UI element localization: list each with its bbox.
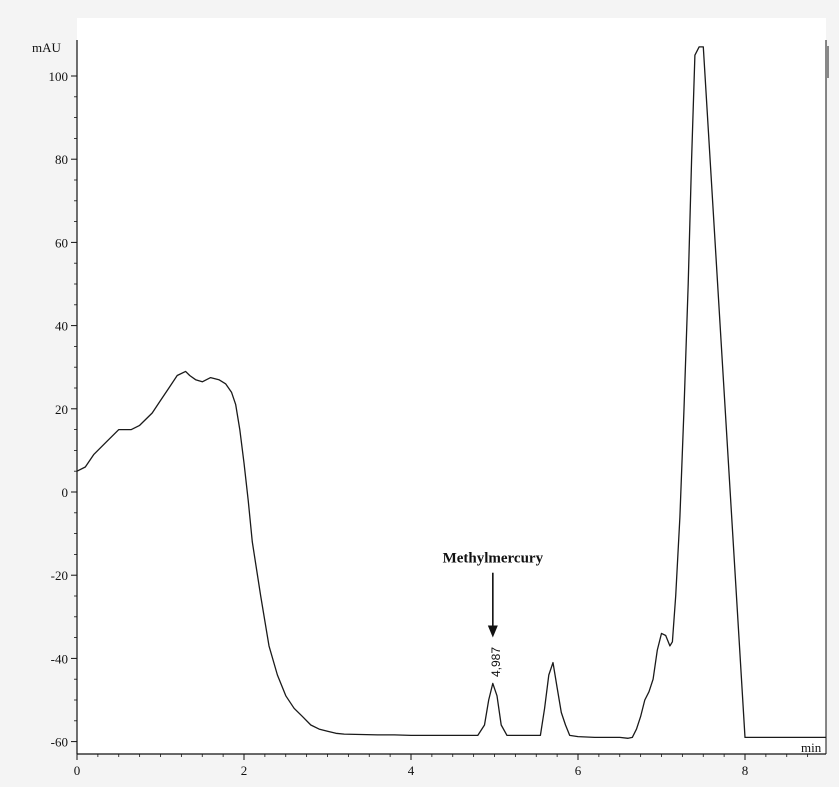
annotation-arrow-head	[487, 625, 498, 638]
y-tick-label: 0	[62, 485, 69, 500]
y-tick-label: -20	[51, 568, 68, 583]
x-axis-unit: min	[801, 740, 822, 755]
edge-artifact	[826, 46, 829, 78]
peak-retention-label: 4,987	[489, 647, 503, 677]
x-tick-label: 8	[742, 763, 749, 778]
plot-area	[77, 18, 826, 754]
y-tick-label: 80	[55, 152, 68, 167]
y-tick-label: 100	[49, 69, 69, 84]
y-tick-label: 40	[55, 319, 68, 334]
x-tick-label: 0	[74, 763, 81, 778]
y-axis-unit: mAU	[32, 40, 62, 55]
x-tick-label: 2	[241, 763, 248, 778]
methylmercury-annotation: Methylmercury	[443, 551, 544, 567]
chromatogram-trace	[76, 46, 826, 739]
y-tick-label: -60	[51, 735, 68, 750]
y-tick-label: -40	[51, 651, 68, 666]
y-tick-label: 60	[55, 235, 68, 250]
x-tick-label: 4	[408, 763, 415, 778]
annotations: Methylmercury 4,987	[443, 551, 544, 677]
x-ticks: 0 2 4 6 8	[74, 754, 809, 778]
y-ticks: -60 -40 -20 0 20 40 60 80 100	[49, 69, 77, 750]
y-tick-label: 20	[55, 402, 68, 417]
x-tick-label: 6	[575, 763, 582, 778]
